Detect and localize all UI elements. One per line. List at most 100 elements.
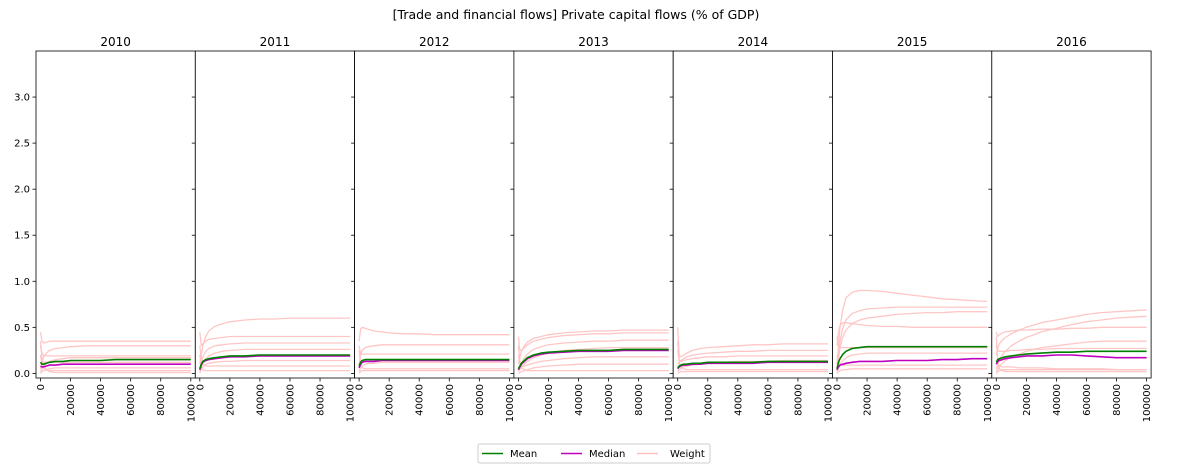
x-tick-label: 20000 — [225, 384, 236, 416]
x-tick-label: 60000 — [445, 384, 456, 416]
series-weight-line — [517, 345, 669, 372]
x-tick-label: 100000 — [505, 384, 516, 422]
x-tick-label: 0 — [36, 384, 47, 390]
x-tick-label: 100000 — [186, 384, 197, 422]
series-median-line — [358, 359, 510, 369]
x-tick-label: 20000 — [703, 384, 714, 416]
x-tick-label: 60000 — [763, 384, 774, 416]
series-weight-line — [199, 354, 351, 372]
series-mean-line — [836, 345, 988, 369]
series-weight-line — [677, 349, 828, 365]
x-tick-label: 100000 — [823, 384, 834, 422]
x-tick-label: 40000 — [733, 384, 744, 416]
legend: Mean Median Weight — [477, 443, 711, 464]
series-weight-line — [836, 336, 988, 349]
series-weight-line — [199, 317, 351, 365]
x-tick-label: 100000 — [664, 384, 675, 422]
x-tick-label: 60000 — [1082, 384, 1093, 416]
series-median-line — [677, 361, 828, 370]
x-tick-label: 20000 — [544, 384, 555, 416]
panel-2011: 2011 0 20000 40000 60000 80000 100000 — [191, 35, 357, 422]
chart-title: [Trade and financial flows] Private capi… — [393, 7, 760, 22]
panel-2013: 2013 0 20000 40000 60000 80000 100000 — [510, 35, 675, 422]
x-tick-label: 0 — [992, 384, 1003, 390]
x-tick-label: 20000 — [66, 384, 77, 416]
x-tick-label: 60000 — [604, 384, 615, 416]
y-tick-label: 1.0 — [14, 277, 30, 288]
x-tick-label: 40000 — [1052, 384, 1063, 416]
series-weight-line — [677, 341, 828, 371]
panel-title: 2014 — [738, 35, 769, 49]
x-tick-label: 40000 — [574, 384, 585, 416]
x-tick-label: 80000 — [634, 384, 645, 416]
series-mean-line — [358, 358, 510, 367]
series-weight-line — [517, 332, 669, 352]
series-weight-line — [358, 326, 510, 342]
series-weight-line — [39, 361, 191, 365]
x-tick-label: 40000 — [255, 384, 266, 416]
series-weight-line — [517, 339, 669, 370]
series-weight-line — [995, 345, 1147, 352]
series-weight-line — [677, 327, 828, 358]
legend-median-label: Median — [589, 449, 625, 460]
panel-2012: 2012 0 20000 40000 60000 80000 100000 — [351, 35, 516, 422]
series-mean-line — [517, 348, 669, 370]
series-weight-line — [677, 350, 828, 363]
x-tick-label: 100000 — [1142, 384, 1153, 422]
x-tick-label: 80000 — [953, 384, 964, 416]
panel-background — [832, 51, 992, 378]
legend-mean-label: Mean — [510, 449, 537, 460]
panel-title: 2011 — [260, 35, 291, 49]
series-weight-line — [40, 367, 191, 374]
panel-background — [195, 51, 355, 378]
panel-title: 2012 — [419, 35, 450, 49]
x-tick-label: 80000 — [475, 384, 486, 416]
x-tick-label: 0 — [514, 384, 525, 390]
x-tick-label: 0 — [833, 384, 844, 390]
series-weight-line — [39, 345, 191, 357]
panel-background — [36, 51, 196, 378]
x-tick-label: 60000 — [923, 384, 934, 416]
series-weight-line — [518, 363, 669, 374]
series-weight-line — [199, 359, 351, 374]
series-weight-line — [39, 357, 191, 372]
series-weight-line — [517, 354, 669, 367]
series-weight-line — [39, 331, 191, 344]
x-tick-label: 20000 — [1022, 384, 1033, 416]
x-tick-label: 80000 — [156, 384, 167, 416]
x-tick-label: 60000 — [126, 384, 137, 416]
panel-title: 2015 — [897, 35, 928, 49]
series-mean-line — [677, 360, 828, 369]
series-weight-line — [358, 369, 510, 374]
series-weight-line — [358, 345, 510, 355]
y-tick-label: 2.0 — [14, 185, 30, 196]
x-tick-label: 0 — [673, 384, 684, 390]
series-weight-line — [995, 336, 1147, 373]
x-tick-label: 40000 — [415, 384, 426, 416]
legend-weight-label: Weight — [670, 449, 705, 460]
x-tick-label: 80000 — [793, 384, 804, 416]
series-weight-line — [358, 344, 510, 365]
series-weight-line — [358, 361, 510, 372]
x-tick-label: 20000 — [863, 384, 874, 416]
y-tick-label: 0.0 — [14, 369, 30, 380]
x-tick-label: 40000 — [96, 384, 107, 416]
panel-title: 2010 — [100, 35, 131, 49]
series-median-line — [40, 363, 191, 368]
series-mean-line — [199, 354, 351, 370]
series-weight-line — [995, 326, 1147, 338]
series-weight-line — [39, 341, 191, 374]
y-tick-label: 0.5 — [14, 323, 30, 334]
series-weight-line — [199, 331, 351, 347]
legend-frame — [477, 443, 711, 464]
panel-2016: 2016 0 20000 40000 60000 80000 100000 — [988, 35, 1153, 422]
x-tick-label: 40000 — [893, 384, 904, 416]
series-weight-line — [836, 311, 988, 371]
y-tick-label: 1.5 — [14, 231, 30, 242]
panel-2015: 2015 0 20000 40000 60000 80000 100000 — [829, 35, 994, 422]
series-mean-line — [995, 350, 1147, 363]
panel-background — [513, 51, 674, 378]
x-tick-label: 100000 — [346, 384, 357, 422]
x-tick-label: 60000 — [285, 384, 296, 416]
